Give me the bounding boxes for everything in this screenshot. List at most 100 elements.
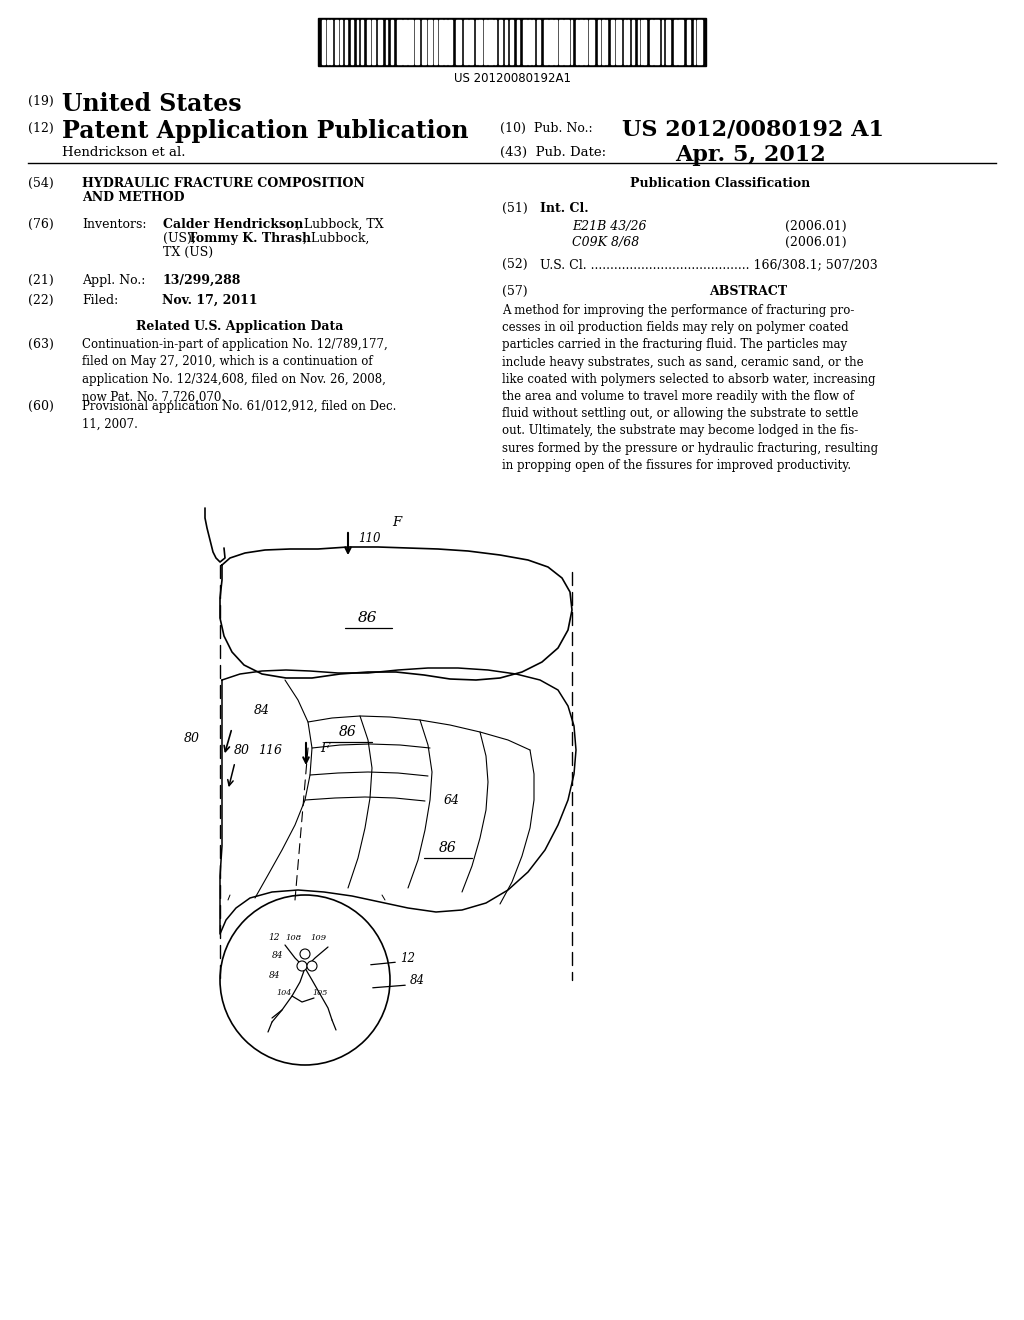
Text: (43)  Pub. Date:: (43) Pub. Date: [500,147,606,158]
Text: Related U.S. Application Data: Related U.S. Application Data [136,319,344,333]
Bar [361,20,362,63]
Bar [687,20,690,63]
Bar [632,20,634,63]
Text: F: F [319,742,330,755]
Text: (21): (21) [28,275,53,286]
Text: 104: 104 [276,989,292,997]
Bar [598,20,600,63]
Bar [422,20,426,63]
Bar [449,20,452,63]
Text: (57): (57) [502,285,527,298]
Bar [478,20,482,63]
Text: HYDRAULIC FRACTURE COMPOSITION: HYDRAULIC FRACTURE COMPOSITION [82,177,365,190]
Text: 12: 12 [268,933,280,942]
Text: A method for improving the performance of fracturing pro-
cesses in oil producti: A method for improving the performance o… [502,304,879,471]
Bar [616,20,621,63]
Bar [488,20,493,63]
Bar [340,20,342,63]
Bar [428,20,432,63]
Bar [575,20,578,63]
Bar [456,20,461,63]
Bar [678,20,683,63]
Text: , Lubbock,: , Lubbock, [303,232,370,246]
Bar [378,20,382,63]
Text: 80: 80 [234,743,250,756]
Bar [544,20,548,63]
Bar [584,20,587,63]
Bar [335,20,338,63]
Text: 110: 110 [358,532,381,544]
Bar [611,20,614,63]
Text: 86: 86 [358,611,378,624]
Bar [434,20,437,63]
Bar [322,20,325,63]
Text: 84: 84 [254,704,270,717]
Bar [464,20,468,63]
Text: Patent Application Publication: Patent Application Publication [62,119,469,143]
Text: (US);: (US); [163,232,200,246]
Text: Appl. No.:: Appl. No.: [82,275,145,286]
Text: ABSTRACT: ABSTRACT [709,285,787,298]
Text: 84: 84 [272,950,284,960]
Text: (12): (12) [28,121,53,135]
Text: 80: 80 [184,731,200,744]
Text: Publication Classification: Publication Classification [630,177,810,190]
Text: E21B 43/26: E21B 43/26 [572,220,646,234]
Text: Provisional application No. 61/012,912, filed on Dec.
11, 2007.: Provisional application No. 61/012,912, … [82,400,396,430]
Text: 116: 116 [258,743,282,756]
Text: US 2012/0080192 A1: US 2012/0080192 A1 [622,119,884,141]
Text: United States: United States [62,92,242,116]
Bar [697,20,702,63]
Bar [484,20,487,63]
Text: U.S. Cl. ......................................... 166/308.1; 507/203: U.S. Cl. ...............................… [540,257,878,271]
Bar [327,20,329,63]
Text: (54): (54) [28,177,53,190]
Bar [666,20,670,63]
Text: (63): (63) [28,338,54,351]
Bar [650,20,653,63]
Bar [345,20,347,63]
Bar [517,20,519,63]
Text: TX (US): TX (US) [163,246,213,259]
Text: 108: 108 [285,935,301,942]
Bar [397,20,402,63]
Circle shape [300,949,310,960]
Text: , Lubbock, TX: , Lubbock, TX [296,218,384,231]
Text: (22): (22) [28,294,53,308]
Bar [624,20,626,63]
Bar [523,20,527,63]
Text: F: F [392,516,401,528]
Bar [499,20,502,63]
Circle shape [297,961,307,972]
Text: (60): (60) [28,400,54,413]
Bar [579,20,583,63]
Bar [403,20,407,63]
Bar [528,20,531,63]
Text: (19): (19) [28,95,53,108]
Text: Apr. 5, 2012: Apr. 5, 2012 [675,144,825,166]
Text: 12: 12 [400,952,415,965]
Text: 109: 109 [310,935,326,942]
Text: Calder Hendrickson: Calder Hendrickson [163,218,303,231]
Text: (76): (76) [28,218,53,231]
Bar [372,20,375,63]
Text: Nov. 17, 2011: Nov. 17, 2011 [162,294,258,308]
Bar [589,20,594,63]
Bar [494,20,496,63]
Text: AND METHOD: AND METHOD [82,191,184,205]
Bar [510,20,513,63]
Text: 84: 84 [410,974,425,986]
Bar [391,20,393,63]
Bar [643,20,646,63]
Text: Tommy K. Thrash: Tommy K. Thrash [188,232,311,246]
Bar [654,20,659,63]
Text: Hendrickson et al.: Hendrickson et al. [62,147,185,158]
Bar [367,20,370,63]
Circle shape [307,961,317,972]
Bar [537,20,540,63]
Bar [602,20,605,63]
Bar [330,20,332,63]
Text: Filed:: Filed: [82,294,118,308]
Text: 86: 86 [439,841,457,855]
Bar [627,20,629,63]
